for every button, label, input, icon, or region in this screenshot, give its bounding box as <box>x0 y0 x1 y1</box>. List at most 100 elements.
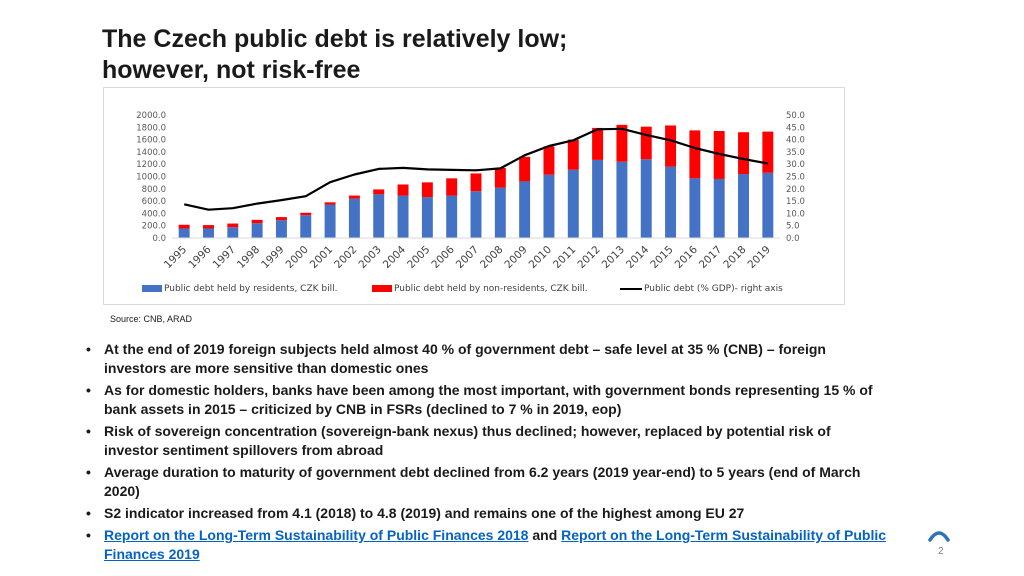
bar-non-residents <box>470 173 482 192</box>
bar-residents <box>689 178 701 238</box>
x-tick-label: 2017 <box>697 244 724 271</box>
bullet-text: At the end of 2019 foreign subjects held… <box>104 341 826 376</box>
bar-residents <box>397 195 409 238</box>
x-tick-label: 2003 <box>356 244 383 271</box>
bullet-dot: • <box>86 527 91 543</box>
x-tick-label: 2015 <box>648 244 675 271</box>
bullet-dot: • <box>86 423 91 439</box>
x-tick-label: 2009 <box>502 244 529 271</box>
bar-residents <box>421 197 433 238</box>
y-right-tick-label: 20.0 <box>786 185 805 195</box>
bar-residents <box>494 187 506 238</box>
y-left-tick-label: 600.0 <box>142 197 166 207</box>
bar-residents <box>713 178 725 238</box>
bar-residents <box>373 194 385 238</box>
x-tick-label: 2002 <box>332 244 359 271</box>
y-left-tick-label: 800.0 <box>142 185 166 195</box>
x-tick-label: 2011 <box>551 244 578 271</box>
bar-non-residents <box>665 125 677 167</box>
bar-residents <box>446 195 458 238</box>
bar-residents <box>251 223 263 238</box>
bullet-item-sovereign-risk: • Risk of sovereign concentration (sovere… <box>86 422 886 460</box>
x-tick-label: 2004 <box>381 243 409 271</box>
line-debt-gdp <box>183 127 769 211</box>
bullet-text: S2 indicator increased from 4.1 (2018) t… <box>104 505 745 521</box>
bar-non-residents <box>592 127 604 160</box>
x-tick-label: 2014 <box>624 243 652 271</box>
page-number: 2 <box>938 546 944 557</box>
bar-non-residents <box>689 130 701 179</box>
y-left-tick-label: 400.0 <box>142 209 166 219</box>
x-tick-label: 2000 <box>283 244 310 271</box>
x-tick-label: 1995 <box>162 244 189 271</box>
bar-non-residents <box>421 182 433 198</box>
bar-non-residents <box>203 225 214 229</box>
bar-non-residents <box>494 167 506 188</box>
x-tick-label: 2019 <box>746 244 773 271</box>
bar-residents <box>324 204 336 238</box>
bar-non-residents <box>543 146 555 175</box>
bar-residents <box>567 169 579 238</box>
y-left-tick-label: 0.0 <box>152 234 166 244</box>
bar-non-residents <box>567 139 579 170</box>
slide-title: The Czech public debt is relatively low;… <box>102 24 802 86</box>
y-left-tick-label: 1200.0 <box>136 160 166 170</box>
x-tick-label: 2013 <box>600 244 627 271</box>
legend-swatch-residents <box>142 285 162 292</box>
bar-residents <box>178 228 190 238</box>
bullet-text: As for domestic holders, banks have been… <box>104 382 873 417</box>
x-tick-label: 2012 <box>575 244 602 271</box>
x-tick-label: 1996 <box>186 243 214 271</box>
legend-item-residents: Public debt held by residents, CZK bill. <box>142 282 337 296</box>
debt-chart-svg: 0.0 200.0 400.0 600.0 800.0 1000.0 1200.0 1400.… <box>136 111 805 271</box>
bullet-item-duration: • Average duration to maturity of governm… <box>86 463 886 501</box>
bar-non-residents <box>519 156 531 182</box>
y-right-tick-label: 30.0 <box>786 160 805 170</box>
chart-source: Source: CNB, ARAD <box>110 314 193 324</box>
debt-chart: 0.0 200.0 400.0 600.0 800.0 1000.0 1200.0 1400.… <box>103 87 845 305</box>
y-left-tick-label: 2000.0 <box>136 111 166 121</box>
decorative-arc-icon <box>928 531 950 542</box>
bar-non-residents <box>616 124 628 162</box>
x-tick-label: 2016 <box>673 243 701 271</box>
bar-residents <box>227 227 239 238</box>
bar-residents <box>616 161 628 238</box>
bar-non-residents <box>397 184 409 196</box>
bullet-item-reports: • Report on the Long-Term Sustainability … <box>86 526 886 564</box>
y-left-tick-label: 1000.0 <box>136 173 166 183</box>
slide-title-line-1: The Czech public debt is relatively low; <box>102 25 568 53</box>
y-left-tick-label: 200.0 <box>142 222 166 232</box>
bullet-item-foreign-holders: • At the end of 2019 foreign subjects hel… <box>86 340 886 378</box>
bullet-list: • At the end of 2019 foreign subjects hel… <box>86 340 886 567</box>
bullet-text: Average duration to maturity of governme… <box>104 464 861 499</box>
x-tick-label: 2008 <box>478 244 505 271</box>
x-tick-label: 1998 <box>235 244 262 271</box>
bar-residents <box>519 181 531 238</box>
y-right-tick-label: 25.0 <box>786 173 805 183</box>
report-2018-link[interactable]: Report on the Long-Term Sustainability o… <box>104 527 529 543</box>
legend-swatch-debt-gdp <box>620 287 642 290</box>
bar-non-residents <box>373 189 385 195</box>
bar-non-residents <box>178 224 190 229</box>
bar-non-residents <box>762 131 774 173</box>
bar-residents <box>348 198 360 238</box>
x-tick-label: 1999 <box>259 244 286 271</box>
y-right-tick-label: 5.0 <box>786 222 800 232</box>
chart-legend: Public debt held by residents, CZK bill.… <box>142 282 842 296</box>
bullet-item-s2-indicator: • S2 indicator increased from 4.1 (2018) … <box>86 504 886 523</box>
y-right-tick-label: 50.0 <box>786 111 805 121</box>
bar-residents <box>275 220 287 238</box>
bar-residents <box>470 191 482 238</box>
bar-non-residents <box>300 212 312 216</box>
bar-residents <box>592 159 604 238</box>
x-tick-label: 2007 <box>454 244 481 271</box>
y-right-tick-label: 15.0 <box>786 197 805 207</box>
x-tick-label: 2006 <box>429 243 457 271</box>
bar-residents <box>300 215 312 238</box>
report-2019-link[interactable]: Report on the Long-Term Sustainability o… <box>104 527 887 562</box>
bar-non-residents <box>227 223 239 228</box>
bullet-dot: • <box>86 505 91 521</box>
y-right-tick-label: 35.0 <box>786 148 805 158</box>
y-left-tick-label: 1800.0 <box>136 123 166 133</box>
bar-non-residents <box>738 132 749 175</box>
